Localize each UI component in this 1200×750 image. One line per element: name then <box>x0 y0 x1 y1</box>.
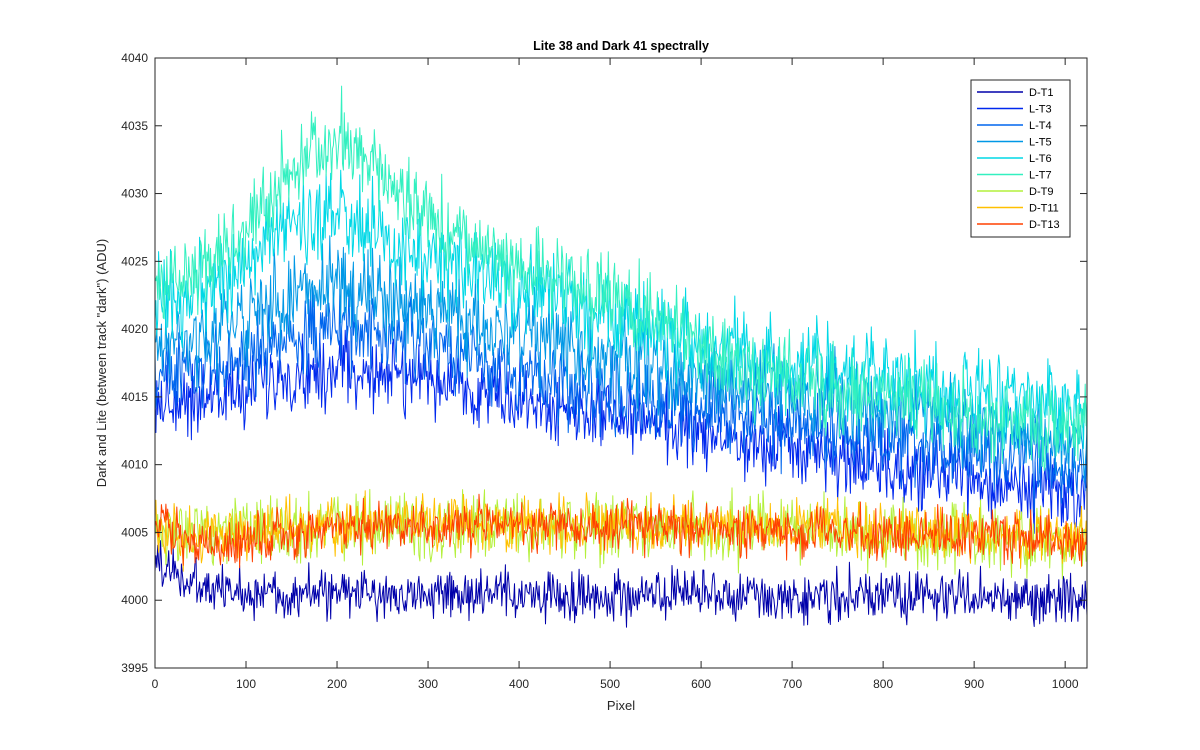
series-layer <box>154 85 1088 628</box>
series-line-l-t7 <box>154 85 1088 472</box>
series-line-d-t11 <box>154 490 1088 572</box>
legend-label: D-T11 <box>1029 203 1059 215</box>
x-tick-label: 700 <box>782 677 802 691</box>
x-tick-label: 500 <box>600 677 620 691</box>
legend-label: L-T3 <box>1029 104 1052 116</box>
x-tick-label: 300 <box>418 677 438 691</box>
legend-items: D-T1 L-T3 L-T4 L-T5 L-T6 L-T7 D-T9 D-T11 D-T13 <box>977 87 1060 231</box>
y-tick-label: 4010 <box>121 458 148 472</box>
y-tick-label: 4020 <box>121 322 148 336</box>
legend-label: D-T9 <box>1029 186 1053 198</box>
y-tick-label: 4015 <box>121 390 148 404</box>
series-line-d-t13 <box>154 493 1088 569</box>
y-tick-label: 3995 <box>121 661 148 675</box>
legend-label: L-T6 <box>1029 153 1052 165</box>
series-line-l-t6 <box>154 169 1088 453</box>
chart-title: Lite 38 and Dark 41 spectrally <box>533 39 709 53</box>
y-axis-label: Dark and Lite (between track "dark") (AD… <box>94 239 109 487</box>
legend-label: L-T4 <box>1029 120 1052 132</box>
series-line-d-t1 <box>154 540 1088 628</box>
legend-label: L-T5 <box>1029 137 1052 149</box>
legend-label: L-T7 <box>1029 170 1052 182</box>
x-tick-label: 100 <box>236 677 256 691</box>
x-tick-label: 1000 <box>1052 677 1079 691</box>
x-tick-label: 200 <box>327 677 347 691</box>
y-tick-label: 4040 <box>121 51 148 65</box>
x-tick-label: 900 <box>964 677 984 691</box>
axes-box <box>154 57 1088 669</box>
plot-area <box>155 58 1087 668</box>
legend-label: D-T13 <box>1029 219 1060 231</box>
y-tick-label: 4000 <box>121 593 148 607</box>
y-tick-label: 4005 <box>121 525 148 539</box>
x-tick-label: 800 <box>873 677 893 691</box>
tick-layer: 0 100 200 300 400 500 600 700 800 900 1000 3995 4000… <box>121 51 1087 691</box>
y-tick-label: 4025 <box>121 254 148 268</box>
legend-label: D-T1 <box>1029 87 1053 99</box>
y-tick-label: 4035 <box>121 119 148 133</box>
y-tick-label: 4030 <box>121 187 148 201</box>
legend: D-T1 L-T3 L-T4 L-T5 L-T6 L-T7 D-T9 D-T11 D-T13 <box>970 79 1071 238</box>
x-tick-label: 0 <box>152 677 159 691</box>
x-axis-label: Pixel <box>607 698 635 713</box>
x-tick-label: 600 <box>691 677 711 691</box>
x-tick-label: 400 <box>509 677 529 691</box>
